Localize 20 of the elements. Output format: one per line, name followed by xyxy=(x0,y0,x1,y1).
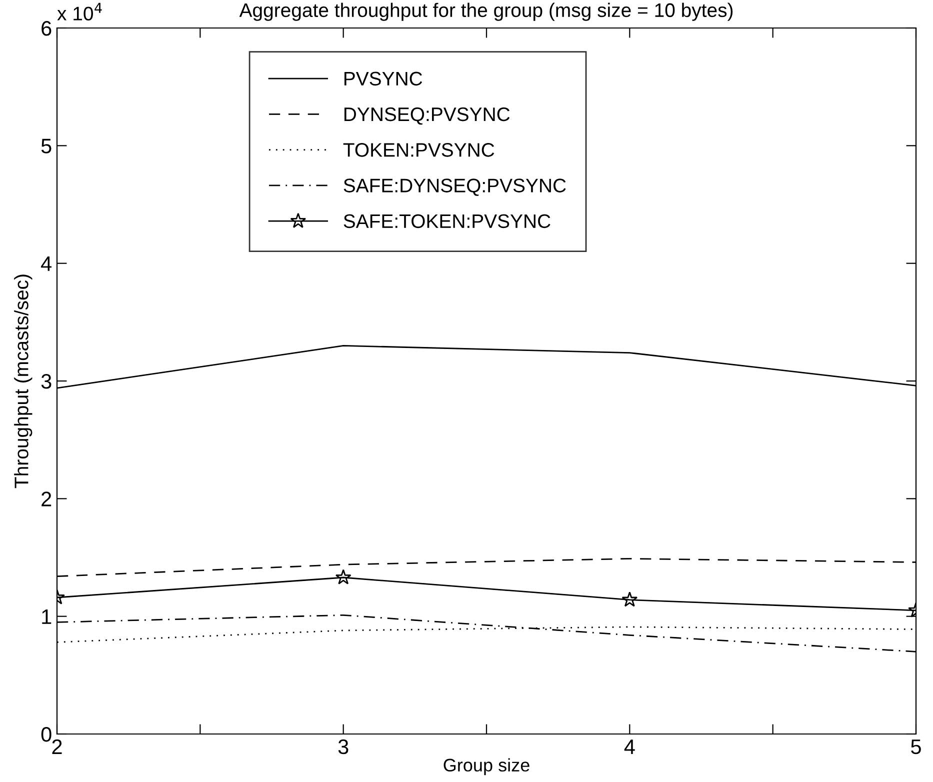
y-tick-label: 5 xyxy=(41,138,52,154)
legend-label: SAFE:TOKEN:PVSYNC xyxy=(344,214,550,228)
y-tick-label: 2 xyxy=(42,492,52,506)
y-tick-label: 1 xyxy=(42,610,52,624)
y-tick-label: 3 xyxy=(41,374,52,389)
legend-label: DYNSEQ:PVSYNC xyxy=(344,107,510,125)
x-axis-title: Group size xyxy=(444,758,530,776)
y-tick-label: 0 xyxy=(41,727,52,742)
legend-label: SAFE:DYNSEQ:PVSYNC xyxy=(344,178,566,196)
x-tick-label: 4 xyxy=(624,740,635,754)
legend-label: PVSYNC xyxy=(344,72,422,86)
text: x 10$^{4}$ xyxy=(57,2,102,20)
x-tick-label: 5 xyxy=(911,740,921,754)
y-tick-label: 6 xyxy=(42,21,52,36)
legend-label: TOKEN:PVSYNC xyxy=(343,143,494,157)
y-axis-title: Throughput (mcasts/sec) xyxy=(14,274,32,488)
chart-title: Aggregate throughput for the group (msg size = 10 bytes) xyxy=(239,2,733,21)
y-tick-label: 4 xyxy=(41,256,52,271)
x-tick-label: 3 xyxy=(338,739,348,754)
x-tick-label: 2 xyxy=(52,739,62,754)
